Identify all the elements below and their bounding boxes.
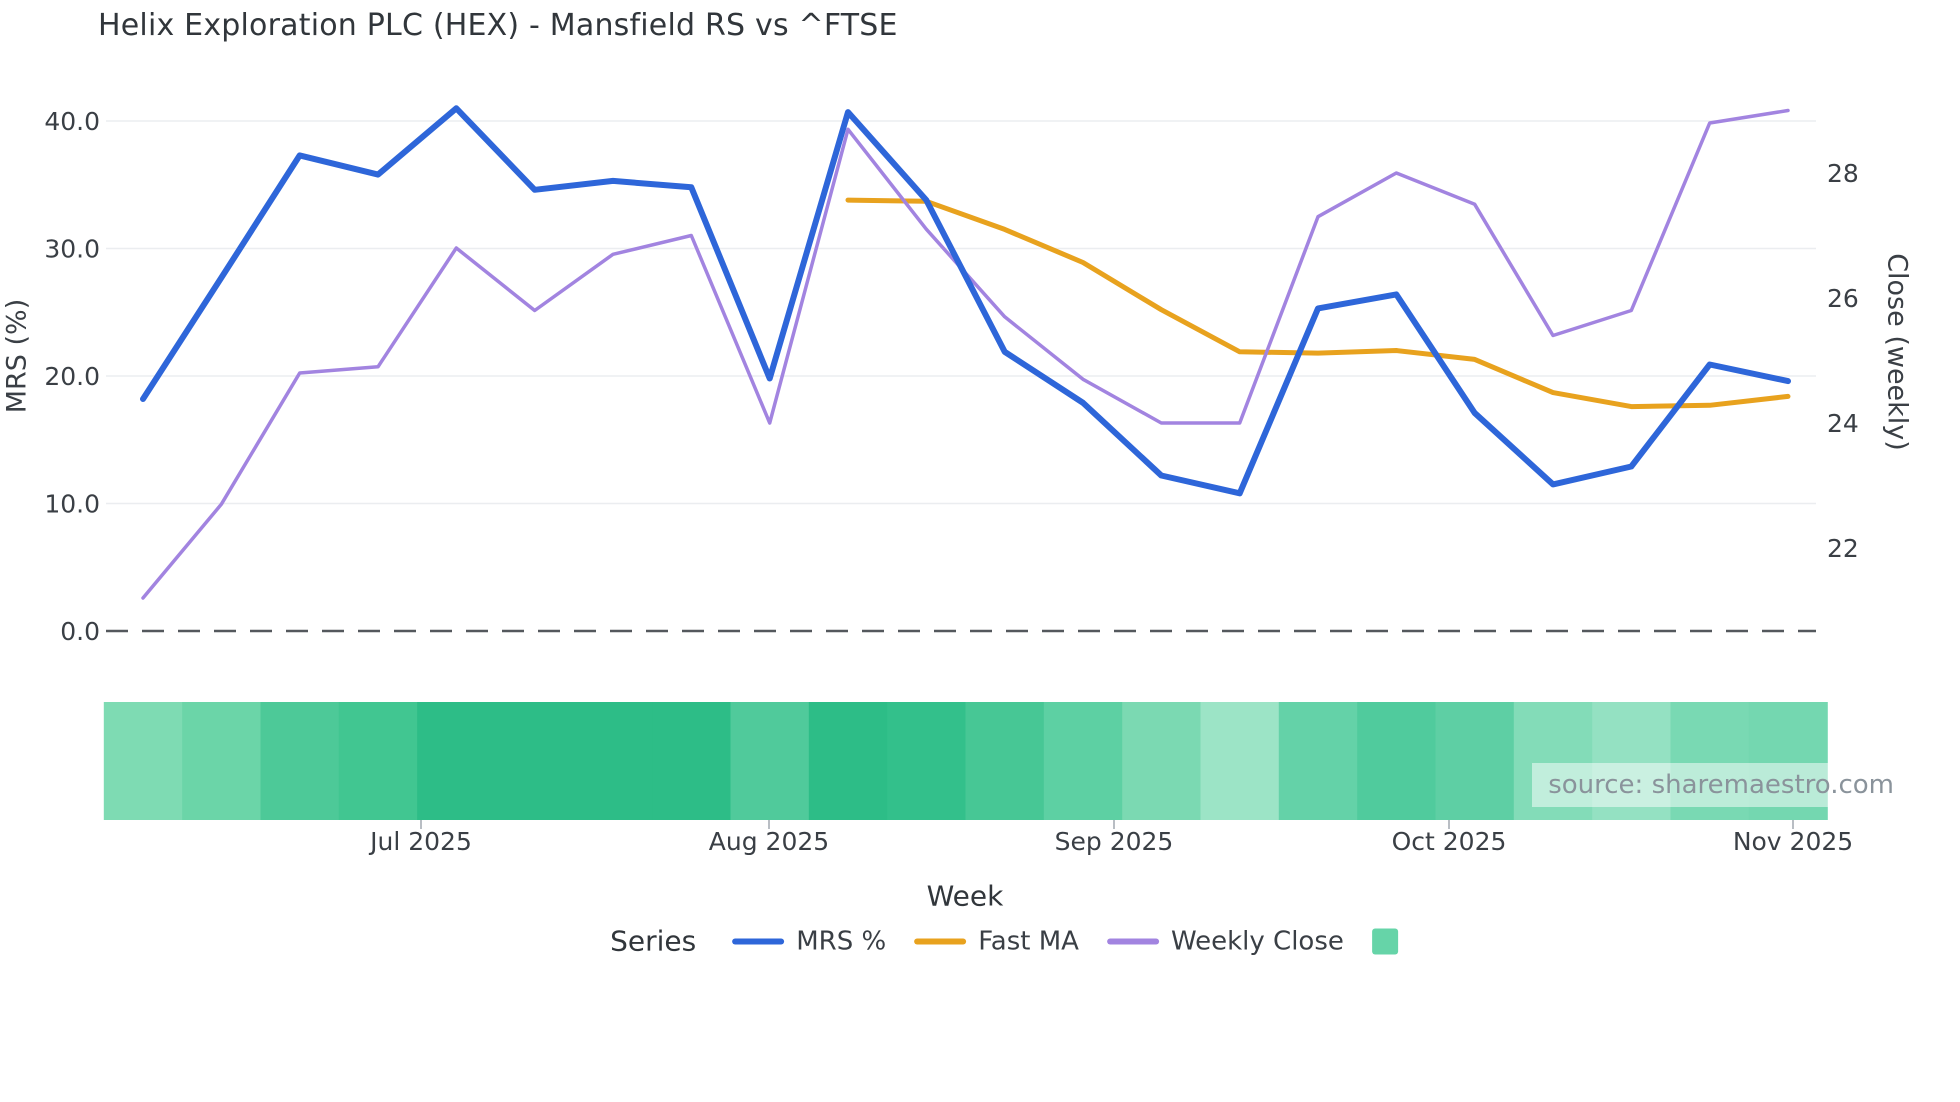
- right-axis-tick-label: 22: [1827, 534, 1859, 563]
- x-axis-tick-label: Jul 2025: [368, 827, 472, 856]
- left-axis-tick-label: 20.0: [44, 362, 100, 391]
- right-axis-tick-label: 24: [1827, 409, 1859, 438]
- legend-line-swatch: [1106, 938, 1159, 944]
- heatmap-cell: [1278, 702, 1358, 820]
- heatmap-cell: [1122, 702, 1202, 820]
- legend-item-label: Weekly Close: [1170, 926, 1344, 956]
- legend-item-mrs-: MRS %: [732, 926, 886, 956]
- source-credit: source: sharemaestro.com: [1532, 763, 1910, 807]
- x-axis-tick-label: Sep 2025: [1055, 827, 1174, 856]
- heatmap-cell: [730, 702, 810, 820]
- legend-item-heatmap: [1371, 928, 1398, 954]
- heatmap-cell: [652, 702, 732, 820]
- heatmap-cell: [103, 702, 183, 820]
- heatmap-cell: [1435, 702, 1515, 820]
- x-axis-title: Week: [926, 879, 1004, 913]
- heatmap-cell: [573, 702, 653, 820]
- legend-item-label: MRS %: [796, 926, 887, 956]
- legend-square-swatch: [1371, 928, 1398, 954]
- chart-title: Helix Exploration PLC (HEX) - Mansfield …: [98, 8, 898, 43]
- heatmap-cell: [1043, 702, 1123, 820]
- x-axis-tick-label: Aug 2025: [709, 827, 829, 856]
- legend-item-fast-ma: Fast MA: [914, 926, 1079, 956]
- series-line-mrs-: [140, 105, 1791, 497]
- right-axis-tick-label: 28: [1827, 159, 1859, 188]
- heatmap-cell: [808, 702, 888, 820]
- legend-item-weekly-close: Weekly Close: [1106, 926, 1344, 956]
- left-axis-tick-label: 10.0: [44, 490, 100, 519]
- legend-items: MRS % Fast MA Weekly Close: [732, 926, 1398, 956]
- x-axis-tick-label: Oct 2025: [1392, 827, 1507, 856]
- legend: Series MRS % Fast MA Weekly Close: [610, 925, 1398, 958]
- series-line-fast-ma: [845, 197, 1791, 410]
- left-axis-tick-label: 0.0: [60, 617, 100, 646]
- legend-item-label: Fast MA: [978, 926, 1079, 956]
- heatmap-cell: [495, 702, 575, 820]
- heatmap-cell: [887, 702, 967, 820]
- heatmap-cell: [417, 702, 497, 820]
- heatmap-cell: [965, 702, 1045, 820]
- heatmap-cell: [260, 702, 340, 820]
- legend-title: Series: [610, 924, 697, 958]
- legend-line-swatch: [732, 938, 785, 944]
- legend-line-swatch: [914, 938, 967, 944]
- x-axis-tick-label: Nov 2025: [1733, 827, 1853, 856]
- left-axis-tick-label: 30.0: [44, 235, 100, 264]
- heatmap-cell: [1200, 702, 1280, 820]
- heatmap-cell: [1357, 702, 1437, 820]
- left-axis-title: MRS (%): [1, 298, 33, 414]
- heatmap-cell: [182, 702, 262, 820]
- right-axis-tick-label: 26: [1827, 284, 1859, 313]
- right-axis-title: Close (weekly): [1881, 253, 1913, 451]
- heatmap-cell: [338, 702, 418, 820]
- left-axis-tick-label: 40.0: [44, 107, 100, 136]
- series-line-weekly-close: [141, 108, 1790, 600]
